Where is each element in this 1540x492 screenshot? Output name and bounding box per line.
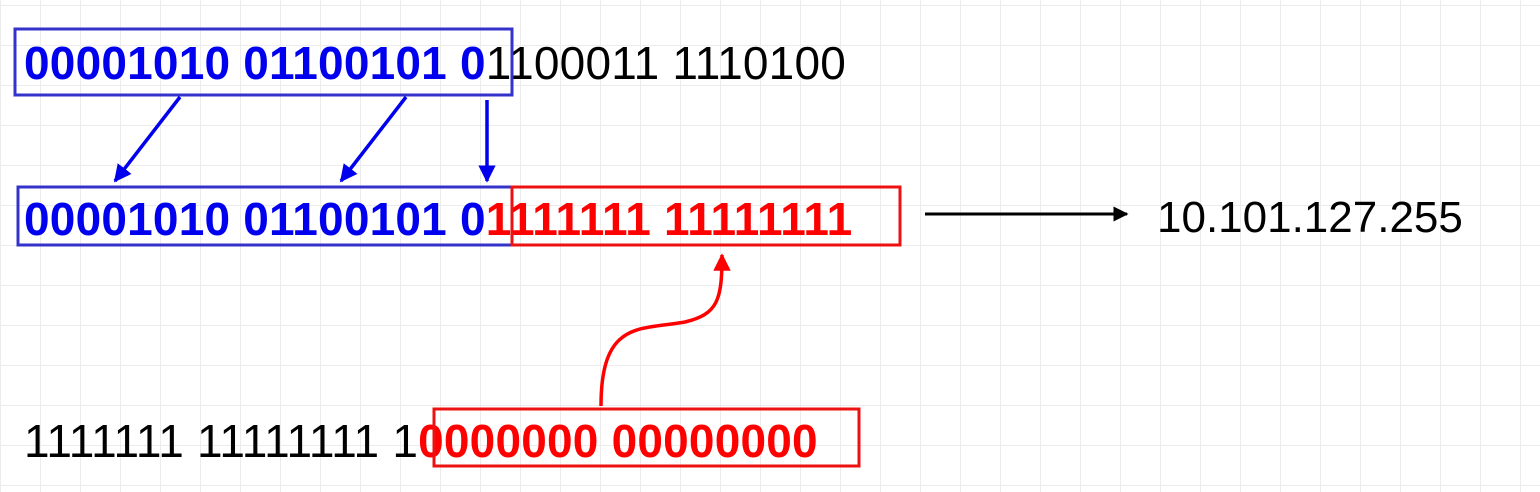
mask-zeros-bits: 0000000 00000000 [418, 415, 818, 467]
broadcast-address-binary: 00001010 01100101 01111111 11111111 [24, 196, 852, 242]
broadcast-address-decimal: 10.101.127.255 [1157, 193, 1463, 242]
copy-arrow-first-octet [113, 95, 182, 183]
ip-network-bits: 00001010 01100101 0 [24, 37, 486, 89]
mask-ones-bits: 1111111 11111111 1 [24, 415, 419, 467]
subnet-mask-binary: 1111111 11111111 10000000 00000000 [24, 418, 818, 464]
copy-arrow-second-octet [339, 95, 408, 183]
ip-host-bits: 1100011 1110100 [485, 37, 847, 89]
host-bits-arrow [599, 253, 731, 407]
broadcast-network-bits: 00001010 01100101 0 [24, 193, 486, 245]
broadcast-host-bits: 1111111 11111111 [485, 193, 853, 245]
ip-address-binary: 00001010 01100101 01100011 1110100 [24, 40, 846, 86]
